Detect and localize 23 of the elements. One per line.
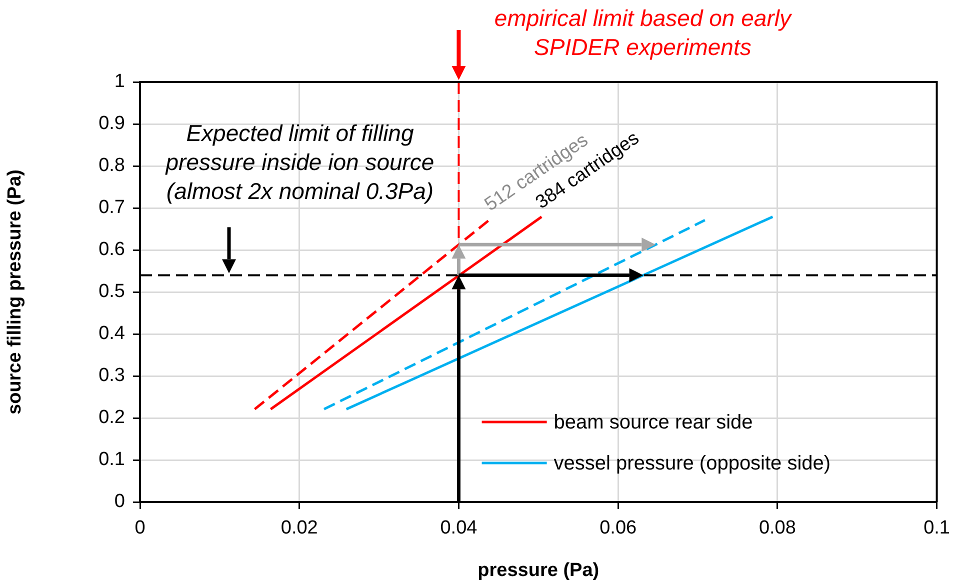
y-tick-label: 0 xyxy=(114,491,125,512)
x-tick-label: 0 xyxy=(134,518,146,539)
x-tick-label: 0.08 xyxy=(758,518,796,539)
x-tick-label: 0.06 xyxy=(600,518,637,539)
y-tick-label: 0.5 xyxy=(98,281,125,302)
y-tick-label: 0.6 xyxy=(98,239,125,260)
x-tick-label: 0.02 xyxy=(280,518,318,539)
y-tick-label: 0.4 xyxy=(98,323,126,344)
y-tick-label: 0.9 xyxy=(98,113,125,134)
annotation: Expected limit of filling pressure inside ion source (almost 2x nominal 0.3Pa) xyxy=(164,119,436,206)
y-tick-label: 0.1 xyxy=(98,449,125,470)
y-tick-label: 0.2 xyxy=(98,407,125,428)
y-tick-label: 0.8 xyxy=(98,155,125,176)
note: empirical limit based on early SPIDER experiments xyxy=(493,4,793,62)
y-axis-title: source filling pressure (Pa) xyxy=(4,170,26,414)
legend-label: beam source rear side xyxy=(554,412,753,434)
y-tick-label: 0.3 xyxy=(98,365,125,386)
y-tick-label: 1 xyxy=(114,71,125,92)
y-tick-label: 0.7 xyxy=(98,197,125,218)
x-tick-label: 0.1 xyxy=(924,518,950,539)
x-axis-title: pressure (Pa) xyxy=(478,560,600,581)
x-tick-label: 0.04 xyxy=(440,518,478,539)
legend-label: vessel pressure (opposite side) xyxy=(554,452,831,475)
